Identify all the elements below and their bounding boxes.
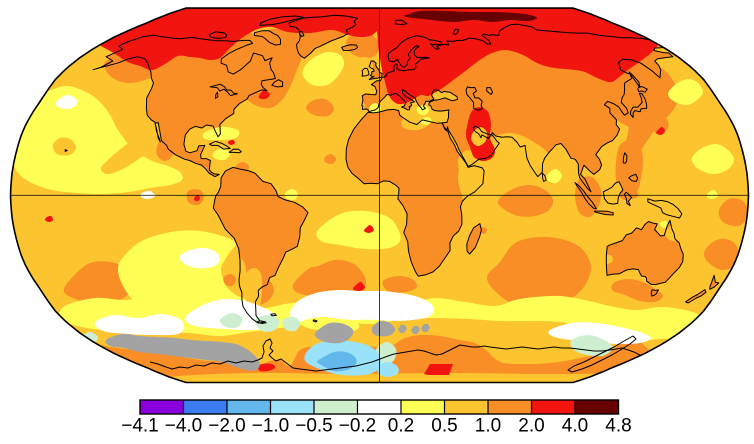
svg-text:−0.2: −0.2 bbox=[339, 416, 377, 437]
svg-text:−0.5: −0.5 bbox=[295, 416, 333, 437]
svg-text:0.5: 0.5 bbox=[431, 416, 457, 437]
svg-text:−4.1: −4.1 bbox=[121, 416, 159, 437]
svg-text:−2.0: −2.0 bbox=[208, 416, 246, 437]
svg-text:−1.0: −1.0 bbox=[252, 416, 290, 437]
svg-text:4.0: 4.0 bbox=[562, 416, 588, 437]
svg-text:−4.0: −4.0 bbox=[165, 416, 203, 437]
svg-text:1.0: 1.0 bbox=[475, 416, 501, 437]
svg-text:4.8: 4.8 bbox=[605, 416, 631, 437]
svg-text:2.0: 2.0 bbox=[518, 416, 544, 437]
svg-text:0.2: 0.2 bbox=[388, 416, 414, 437]
